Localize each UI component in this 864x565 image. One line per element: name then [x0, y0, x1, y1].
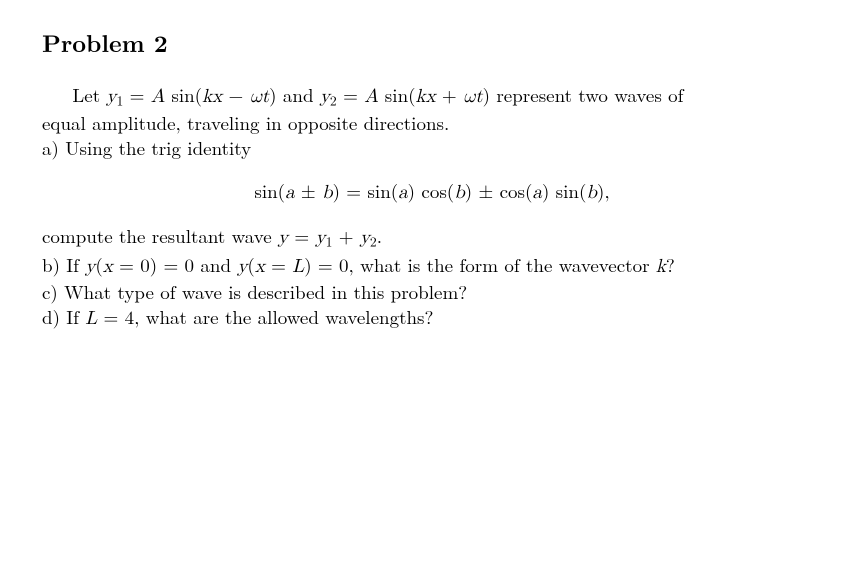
sin-open: sin(	[165, 81, 202, 108]
y2: y2	[360, 228, 377, 247]
text: compute the resultant wave	[42, 222, 278, 249]
trig-identity-equation: sin(a ± b) = sin(a) cos(b) ± cos(a) sin(…	[42, 178, 822, 205]
var-y: y	[320, 87, 330, 106]
var-y: y	[278, 228, 288, 247]
var-L: L	[85, 309, 97, 328]
open-paren: (	[95, 251, 102, 278]
sub-2: 2	[330, 94, 337, 108]
var-A: A	[364, 87, 378, 106]
intro-line-2: equal amplitude, traveling in opposite d…	[42, 110, 822, 135]
var-x: x	[103, 257, 113, 276]
part-a-label: a) Using the trig identity	[42, 135, 822, 160]
text-and: and	[277, 81, 320, 108]
text-tail: represent two waves of	[490, 81, 683, 108]
eq-sign: =	[288, 222, 315, 249]
identity-text: sin(a ± b) = sin(a) cos(b) ± cos(a) sin(…	[254, 177, 609, 204]
period: .	[377, 222, 382, 249]
eq-four: = 4	[97, 303, 134, 330]
part-a-compute: compute the resultant wave y = y1 + y2.	[42, 223, 822, 251]
var-x: x	[255, 257, 265, 276]
eq-sign: =	[265, 251, 292, 278]
text: b) If	[42, 251, 85, 278]
var-y: y	[237, 257, 247, 276]
var-y: y	[316, 228, 326, 247]
text-and: and	[194, 251, 237, 278]
part-d: d) If L = 4, what are the allowed wavele…	[42, 304, 822, 331]
question-mark: ?	[666, 251, 675, 278]
intro-line-1: Let y1 = A sin(kx − ωt) and y2 = A sin(k…	[42, 82, 822, 110]
var-y: y	[360, 228, 370, 247]
eq-sign: =	[337, 81, 364, 108]
omega-t: ωt	[250, 87, 270, 106]
text: d) If	[42, 303, 85, 330]
eq-zero: = 0) = 0	[113, 251, 194, 278]
problem-title: Problem 2	[42, 28, 822, 60]
text-tail: , what is the form of the wavevector	[349, 251, 656, 278]
omega-t: ωt	[463, 87, 483, 106]
minus: −	[222, 81, 249, 108]
var-y: y	[106, 87, 116, 106]
kx: kx	[416, 87, 436, 106]
y1: y1	[316, 228, 333, 247]
close-paren: )	[269, 81, 276, 108]
text-tail: , what are the allowed wavelengths?	[134, 303, 433, 330]
part-b: b) If y(x = 0) = 0 and y(x = L) = 0, wha…	[42, 252, 822, 279]
math-y2-lhs: y2	[320, 87, 337, 106]
open-paren: (	[247, 251, 254, 278]
text: Let	[72, 81, 106, 108]
var-A: A	[151, 87, 165, 106]
sub-2: 2	[370, 236, 377, 250]
plus-sign: +	[332, 222, 359, 249]
close-eq-zero: ) = 0	[304, 251, 348, 278]
eq-sign: =	[123, 81, 150, 108]
sin-open: sin(	[378, 81, 415, 108]
document-page: Problem 2 Let y1 = A sin(kx − ωt) and y2…	[0, 0, 864, 331]
math-y1-lhs: y1	[106, 87, 123, 106]
kx: kx	[202, 87, 222, 106]
var-L: L	[292, 257, 304, 276]
var-k: k	[656, 257, 666, 276]
part-c: c) What type of wave is described in thi…	[42, 279, 822, 304]
plus: +	[436, 81, 463, 108]
close-paren: )	[483, 81, 490, 108]
var-y: y	[85, 257, 95, 276]
